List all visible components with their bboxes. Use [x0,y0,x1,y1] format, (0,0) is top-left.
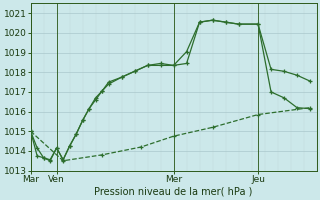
X-axis label: Pression niveau de la mer( hPa ): Pression niveau de la mer( hPa ) [94,187,253,197]
